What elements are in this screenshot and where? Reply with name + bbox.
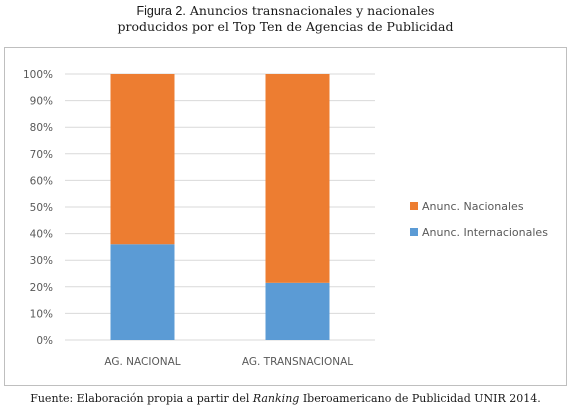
source-suffix: Iberoamericano de Publicidad UNIR 2014. [299,392,541,405]
source-note: Fuente: Elaboración propia a partir del … [0,392,571,406]
y-tick-label: 90% [30,96,53,108]
x-category-label: AG. TRANSNACIONAL [242,356,353,368]
y-tick-label: 100% [23,69,53,81]
legend-swatch [410,202,418,210]
chart-area: 0% 10% 20% 30% 40% 50% 60% 70% 80% 90% 100% AG. NAC… [4,47,567,386]
y-tick-label: 10% [30,308,53,320]
source-italic: Ranking [252,392,300,405]
y-tick-label: 60% [30,175,53,187]
figure-subtitle: producidos por el Top Ten de Agencias de… [117,19,454,34]
bar-segment [265,282,330,340]
figure-title-line1: Figura 2. Anuncios transnacionales y nac… [0,3,571,19]
y-tick-label: 50% [30,202,53,214]
y-tick-label: 70% [30,149,53,161]
y-tick-label: 40% [30,229,53,241]
source-prefix: Fuente: Elaboración propia a partir del [30,392,253,405]
legend-label: Anunc. Nacionales [422,200,524,213]
legend-label: Anunc. Internacionales [422,226,548,239]
bar-segment [265,74,330,283]
figure-title-text: Anuncios transnacionales y nacionales [189,3,435,18]
stacked-bar-chart: 0% 10% 20% 30% 40% 50% 60% 70% 80% 90% 100% AG. NAC… [23,69,548,368]
figure-label: Figura 2. [136,4,186,18]
bar-segment [110,74,175,245]
y-tick-label: 30% [30,255,53,267]
bar-segment [110,244,175,340]
legend-swatch [410,228,418,236]
y-tick-label: 0% [36,335,53,347]
figure-title: Figura 2. Anuncios transnacionales y nac… [0,3,571,35]
y-tick-label: 80% [30,122,53,134]
x-category-label: AG. NACIONAL [104,356,180,368]
y-tick-label: 20% [30,282,53,294]
